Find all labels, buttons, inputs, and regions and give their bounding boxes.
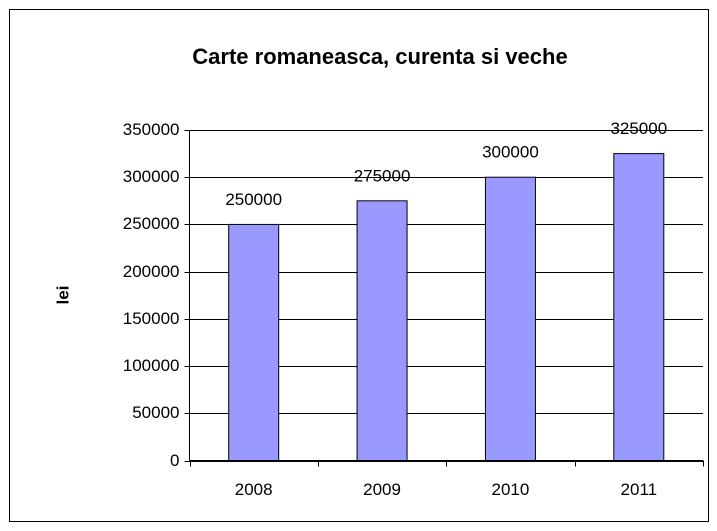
y-tick-label: 0 [170,451,179,470]
x-tick-label: 2008 [235,480,273,499]
y-tick-label: 300000 [123,167,180,186]
y-tick-label: 200000 [123,262,180,281]
chart-title: Carte romaneasca, curenta si veche [192,44,567,69]
bar [484,176,536,461]
y-tick-label: 50000 [132,403,179,422]
y-tick-label: 250000 [123,214,180,233]
bar [228,223,280,461]
y-axis-label: lei [53,286,72,305]
data-label: 300000 [482,143,539,162]
y-tick-label: 150000 [123,309,180,328]
y-tick-label: 350000 [123,120,180,139]
bar [613,153,665,461]
bar [356,200,408,461]
x-tick-label: 2010 [492,480,530,499]
data-label: 250000 [225,190,282,209]
data-label: 325000 [610,119,667,138]
data-label: 275000 [354,166,411,185]
x-tick-label: 2011 [621,480,658,499]
y-tick-label: 100000 [123,356,180,375]
x-tick-label: 2009 [363,480,401,499]
